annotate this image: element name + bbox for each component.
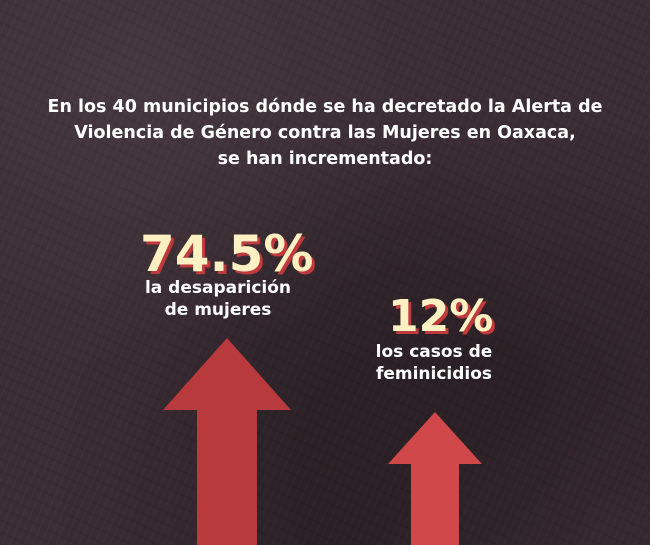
arrow-up-icon xyxy=(163,338,291,545)
intro-text: En los 40 municipios dónde se ha decreta… xyxy=(47,97,603,169)
stat-label-femicides: los casos de feminicidios xyxy=(375,342,493,384)
stat-value-disappearances: 74.5% xyxy=(140,225,314,283)
stat-label-disappearances: la desaparición de mujeres xyxy=(144,278,292,320)
arrow-up-icon xyxy=(388,412,482,545)
stat-value-femicides: 12% xyxy=(388,291,494,342)
